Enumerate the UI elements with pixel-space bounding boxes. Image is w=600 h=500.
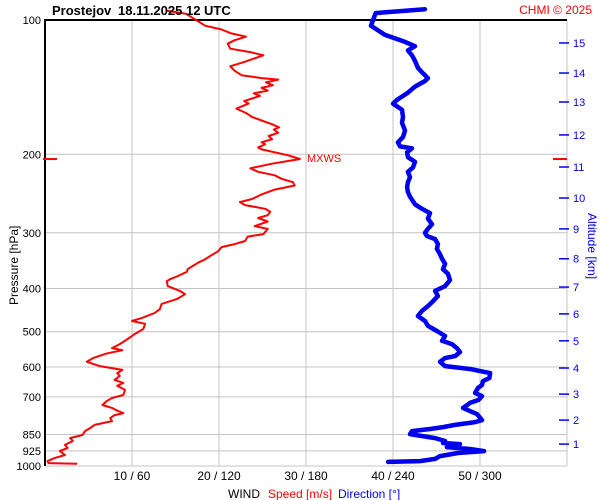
pressure-tick-label-700: 700 (23, 392, 41, 404)
pressure-tick-label-100: 100 (23, 15, 41, 27)
altitude-tick-label-7: 7 (573, 282, 579, 294)
pressure-tick-label-400: 400 (23, 284, 41, 296)
direction-curve (368, 6, 493, 465)
altitude-tick-label-1: 1 (573, 439, 579, 451)
altitude-tick-label-13: 13 (573, 97, 585, 109)
altitude-tick-label-6: 6 (573, 309, 579, 321)
altitude-tick-label-14: 14 (573, 68, 585, 80)
altitude-axis-title: Altitude [km] (585, 213, 599, 280)
x-axis-title-wind: WIND (228, 487, 260, 500)
pressure-tick-label-925: 925 (23, 446, 41, 458)
x-tick-label-30: 30 / 180 (284, 469, 328, 483)
altitude-tick-label-3: 3 (573, 389, 579, 401)
altitude-tick-label-8: 8 (573, 254, 579, 266)
altitude-tick-label-9: 9 (573, 224, 579, 236)
altitude-tick-label-10: 10 (573, 193, 585, 205)
pressure-tick-label-300: 300 (23, 228, 41, 240)
x-tick-label-10: 10 / 60 (114, 469, 151, 483)
altitude-tick-label-5: 5 (573, 336, 579, 348)
pressure-tick-label-500: 500 (23, 327, 41, 339)
altitude-tick-label-4: 4 (573, 363, 579, 375)
pressure-tick-label-200: 200 (23, 149, 41, 161)
pressure-tick-label-850: 850 (23, 430, 41, 442)
speed-curve (46, 9, 301, 465)
altitude-tick-label-2: 2 (573, 415, 579, 427)
x-axis-title-speed: Speed [m/s] (268, 487, 333, 500)
station-name: Prostejov (52, 3, 112, 18)
altitude-tick-label-11: 11 (573, 162, 584, 174)
mxws-annotation: MXWS (307, 153, 342, 165)
altitude-tick-label-15: 15 (573, 38, 585, 50)
pressure-tick-label-1000: 1000 (17, 461, 41, 473)
sounding-datetime: 18.11.2025 12 UTC (118, 3, 231, 18)
x-axis-title-direction: Direction [°] (338, 487, 401, 500)
pressure-axis-title: Pressure [hPa] (7, 225, 21, 305)
copyright-notice: CHMI © 2025 (519, 3, 592, 17)
x-tick-label-20: 20 / 120 (197, 469, 241, 483)
altitude-tick-label-12: 12 (573, 130, 585, 142)
pressure-tick-label-600: 600 (23, 362, 41, 374)
x-tick-label-50: 50 / 300 (458, 469, 502, 483)
x-tick-label-40: 40 / 240 (371, 469, 415, 483)
